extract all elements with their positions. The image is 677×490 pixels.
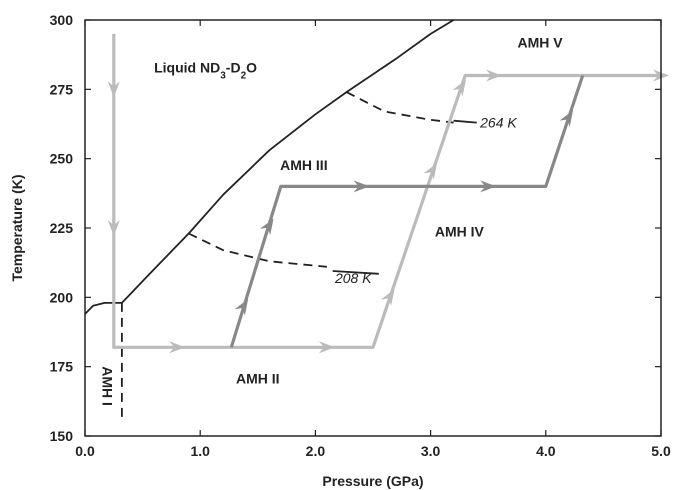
boundary-264K-line (346, 91, 454, 124)
liquidus-low-line (84, 302, 122, 315)
leader-208K-line (332, 270, 379, 275)
x-axis-label: Pressure (GPa) (322, 473, 423, 489)
x-tick-label: 0.0 (75, 443, 95, 459)
liquid-phase-label: Liquid ND3-D2O (154, 60, 257, 82)
path-light-line (112, 33, 661, 349)
path-arrowhead (380, 289, 395, 306)
y-tick-label: 175 (50, 359, 74, 375)
labels-layer: AMH I AMH II AMH III AMH IV AMH V Liquid ND3-… (99, 35, 563, 406)
plot-frame (84, 19, 662, 437)
y-tick-label: 275 (50, 81, 74, 97)
boundary-208K-line (188, 232, 327, 268)
y-tick-label: 250 (50, 151, 74, 167)
y-tick-label: 200 (50, 289, 74, 305)
path-arrowhead (107, 220, 120, 236)
path-arrowhead (452, 79, 466, 97)
y-axis-label: Temperature (K) (9, 174, 25, 281)
path-arrowhead (234, 298, 249, 316)
temperature-annotation: 264 K (479, 115, 517, 131)
ticks-layer: 0.0 1.0 2.0 3.0 4.0 5.0 150 175 200 225 250 275 300 (50, 12, 671, 459)
path-arrowhead (353, 180, 370, 193)
path-arrowhead (480, 180, 497, 193)
leader-264K-line (453, 119, 477, 124)
y-tick-label: 300 (50, 12, 74, 28)
temperature-annotation: 208 K (334, 270, 372, 286)
y-tick-label: 150 (50, 428, 74, 444)
x-tick-label: 2.0 (306, 443, 326, 459)
phase-label: AMH IV (435, 223, 485, 239)
path-arrowhead (423, 162, 438, 180)
path-arrowhead (559, 110, 574, 128)
y-tick-label: 225 (50, 220, 74, 236)
path-arrowhead (259, 218, 274, 236)
phase-label: AMH III (280, 157, 327, 173)
liquidus-line (121, 19, 455, 304)
path-dark-line (229, 74, 585, 348)
phase-label: AMH I (99, 366, 115, 406)
path-arrowhead (485, 69, 502, 82)
phase-label: AMH II (236, 370, 280, 386)
path-arrowhead (107, 81, 120, 98)
x-tick-label: 5.0 (651, 443, 671, 459)
phase-label: AMH V (517, 35, 563, 51)
path-arrowhead (169, 341, 186, 354)
x-tick-label: 3.0 (421, 443, 441, 459)
series-layer (84, 19, 669, 420)
path-arrowhead (318, 341, 335, 354)
x-tick-label: 4.0 (536, 443, 556, 459)
x-tick-label: 1.0 (190, 443, 210, 459)
